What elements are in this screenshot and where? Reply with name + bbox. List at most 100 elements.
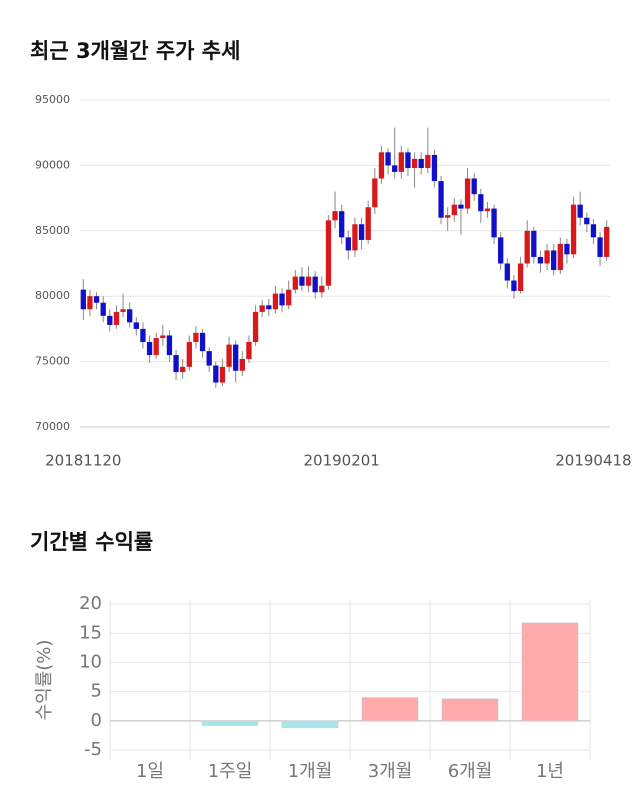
bar — [281, 720, 339, 729]
candle-body — [206, 351, 212, 366]
candle-body — [146, 341, 153, 356]
candle-body — [219, 366, 226, 383]
candle-body — [180, 366, 186, 373]
bar — [521, 622, 579, 722]
y-tick-label: 85000 — [35, 224, 70, 237]
y-tick-label: 20 — [79, 593, 102, 614]
candle-body — [425, 154, 431, 169]
candle-body — [166, 335, 173, 356]
candle-body — [345, 237, 351, 251]
candle-body — [438, 181, 444, 218]
y-tick-label: 90000 — [35, 158, 70, 171]
y-tick-label: 0 — [91, 710, 102, 731]
candle-body — [153, 338, 159, 356]
candle-body — [292, 276, 298, 290]
candle-body — [339, 211, 345, 238]
y-axis-label: 수익률(%) — [34, 640, 55, 721]
candle-body — [100, 302, 106, 316]
candle-body — [272, 293, 279, 310]
candle-body — [113, 311, 120, 325]
candle-body — [570, 204, 577, 255]
candle-body — [484, 208, 491, 212]
candle-body — [107, 315, 113, 325]
candle-body — [590, 224, 597, 238]
candle-body — [517, 263, 524, 291]
candle-body — [325, 220, 332, 286]
candle-body — [451, 204, 457, 216]
x-tick-label: 6개월 — [448, 761, 493, 782]
x-tick-label: 20190201 — [304, 452, 380, 470]
candle-body — [445, 215, 451, 218]
candle-body — [87, 296, 93, 310]
candle-body — [266, 305, 272, 310]
x-tick-label: 1년 — [536, 761, 564, 782]
candle-body — [199, 332, 206, 352]
x-tick-label: 1개월 — [288, 761, 333, 782]
candle-body — [551, 250, 557, 271]
y-tick-label: 5 — [91, 681, 102, 702]
candle-body — [471, 178, 477, 195]
candle-body — [259, 305, 265, 312]
candle-body — [226, 344, 232, 367]
candle-body — [537, 256, 544, 264]
candle-body — [127, 309, 133, 323]
candle-body — [279, 293, 285, 306]
candle-body — [372, 178, 378, 208]
candle-body — [305, 276, 312, 286]
y-tick-label: 70000 — [35, 420, 70, 433]
candle-body — [544, 250, 550, 264]
candle-body — [233, 344, 239, 371]
candle-body — [246, 341, 252, 359]
y-tick-label: 95000 — [35, 93, 70, 106]
candle-body — [358, 224, 365, 240]
bar — [361, 697, 419, 722]
candle-body — [352, 224, 358, 251]
candle-body — [319, 285, 325, 293]
candle-body — [173, 355, 179, 373]
candle-body — [398, 152, 404, 172]
candle-body — [299, 276, 305, 286]
candle-body — [604, 226, 610, 257]
x-tick-label: 3개월 — [368, 761, 413, 782]
candle-body — [133, 322, 139, 329]
bar — [441, 698, 499, 722]
candle-body — [252, 311, 259, 342]
candle-body — [140, 328, 146, 342]
y-tick-label: 75000 — [35, 355, 70, 368]
candle-body — [584, 217, 590, 225]
x-tick-label: 20190418 — [555, 452, 631, 470]
candle-body — [186, 341, 192, 367]
candle-body — [557, 243, 563, 271]
chart-title: 최근 3개월간 주가 추세 — [30, 39, 240, 63]
bar — [201, 720, 259, 726]
candle-body — [365, 207, 371, 240]
y-tick-label: 15 — [79, 622, 102, 643]
candle-body — [385, 152, 391, 166]
candle-body — [239, 358, 245, 371]
candle-body — [405, 152, 411, 169]
candle-body — [464, 178, 471, 209]
candle-body — [577, 204, 583, 218]
candle-body — [531, 230, 537, 257]
candle-body — [431, 154, 438, 182]
candle-body — [564, 243, 570, 255]
candle-body — [213, 365, 219, 383]
x-tick-label: 1일 — [136, 761, 164, 782]
candle-body — [392, 165, 398, 172]
candle-body — [511, 280, 517, 291]
x-tick-label: 1주일 — [208, 761, 253, 782]
candle-body — [378, 152, 385, 179]
candle-body — [458, 204, 464, 209]
candle-body — [504, 263, 510, 281]
y-tick-label: 10 — [79, 651, 102, 672]
candle-body — [193, 332, 199, 342]
candle-body — [478, 194, 484, 212]
candle-body — [418, 158, 424, 169]
candle-body — [160, 335, 166, 339]
chart-title: 기간별 수익률 — [30, 530, 153, 554]
candle-body — [312, 276, 318, 293]
candle-body — [498, 237, 504, 264]
candle-body — [332, 211, 338, 221]
candle-body — [80, 289, 86, 310]
